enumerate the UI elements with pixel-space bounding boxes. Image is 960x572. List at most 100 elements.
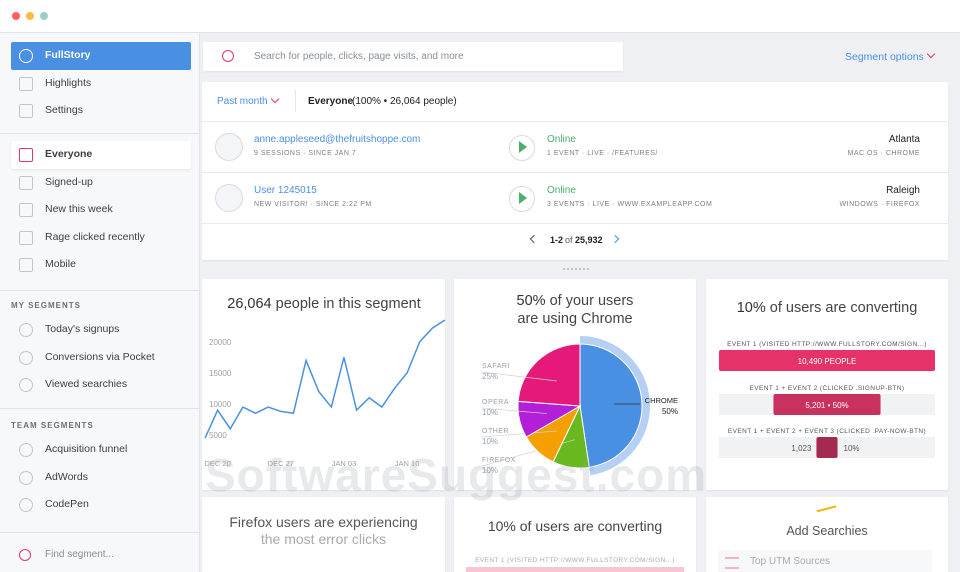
maximize-button[interactable]: [40, 12, 48, 20]
title-text: of users are converting: [519, 518, 663, 534]
nav-label[interactable]: AdWords: [45, 470, 88, 483]
user-name[interactable]: User 1245015: [254, 185, 317, 196]
period-filter[interactable]: Past month: [217, 96, 268, 107]
avatar: [215, 133, 243, 161]
play-button[interactable]: [509, 135, 535, 161]
activity: 1 EVENT · LIVE · /FEATURES/: [547, 150, 658, 157]
nav-icon: [19, 49, 33, 63]
section-title: TEAM SEGMENTS: [11, 421, 94, 430]
title-value: 26,064: [227, 296, 272, 312]
nav-label[interactable]: CodePen: [45, 498, 89, 510]
nav-label[interactable]: New this week: [45, 203, 113, 215]
title-text: people in this segment: [275, 296, 421, 312]
dropdown-caret: [926, 49, 936, 59]
card: [454, 497, 696, 572]
minimize-button[interactable]: [26, 12, 34, 20]
page-total: 25,932: [575, 235, 603, 245]
separator: [0, 532, 199, 533]
title-value: 10%: [487, 518, 516, 534]
nav-icon: [19, 148, 33, 162]
search-placeholder: Search for people, clicks, page visits, …: [254, 51, 464, 62]
platform: MAC OS · CHROME: [847, 150, 920, 157]
nav-icon: [19, 258, 33, 272]
search-icon: [222, 50, 234, 62]
separator: [202, 223, 948, 224]
city: Raleigh: [886, 185, 920, 196]
status: Online: [547, 185, 576, 196]
separator: [0, 133, 199, 134]
nav-label[interactable]: Everyone: [45, 148, 93, 160]
title-text: of your users: [549, 293, 634, 309]
user-name[interactable]: anne.appleseed@thefruitshoppe.com: [254, 134, 421, 145]
nav-item-selected[interactable]: [11, 141, 191, 169]
resize-handle[interactable]: [563, 268, 589, 272]
segment-name: Everyone: [308, 96, 354, 107]
find-segment[interactable]: Find segment...: [45, 549, 114, 560]
search-box[interactable]: [203, 42, 623, 71]
platform: WINDOWS · FIREFOX: [839, 201, 920, 208]
nav-icon: [19, 470, 33, 485]
nav-icon: [19, 104, 33, 118]
page-of: of: [565, 235, 573, 245]
card-title[interactable]: Add Searchies: [786, 524, 868, 538]
nav-label[interactable]: Mobile: [45, 258, 76, 270]
separator: [202, 121, 948, 122]
title-value: 10%: [736, 300, 766, 316]
title-text: of users are converting: [769, 300, 918, 316]
user-meta: NEW VISITOR! · SINCE 2:22 PM: [254, 201, 372, 208]
nav-icon: [19, 350, 33, 365]
separator: [0, 408, 199, 409]
play-button[interactable]: [509, 186, 535, 212]
nav-icon: [19, 323, 33, 337]
step-label: EVENT 1 (VISITED HTTP://WWW.FULLSTORY.CO…: [475, 557, 675, 564]
status: Online: [547, 134, 576, 145]
card-title: Firefox users are experiencing: [229, 514, 418, 530]
list-item: Top UTM Sources: [750, 556, 831, 567]
search-icon: [19, 549, 31, 561]
nav-label[interactable]: Rage clicked recently: [45, 231, 145, 243]
activity: 3 EVENTS · LIVE · WWW.EXAMPLEAPP.COM: [547, 201, 713, 208]
nav-icon: [19, 378, 33, 392]
nav-icon: [19, 203, 33, 217]
nav-icon: [19, 176, 33, 190]
title-bar: [0, 0, 960, 33]
play-icon: [519, 141, 527, 153]
segment-summary: (100% • 26,064 people): [352, 96, 457, 107]
card-title: 10% of users are converting: [707, 300, 947, 316]
list-icon: [725, 557, 739, 569]
nav-icon: [19, 443, 33, 457]
nav-label[interactable]: Settings: [45, 104, 83, 116]
nav-label[interactable]: Today's signups: [45, 323, 120, 335]
avatar: [215, 184, 243, 212]
user-meta: 9 SESSIONS · SINCE JAN 7: [254, 150, 357, 157]
nav-label[interactable]: Acquisition funnel: [45, 443, 128, 455]
play-icon: [519, 192, 527, 204]
nav-icon: [19, 231, 33, 245]
close-button[interactable]: [12, 12, 20, 20]
title-value: 50%: [516, 293, 546, 309]
card-subtitle: are using Chrome: [517, 311, 633, 327]
page-range: 1-2: [550, 235, 564, 245]
nav-label[interactable]: FullStory: [45, 49, 91, 61]
card-subtitle: the most error clicks: [260, 531, 387, 547]
section-title: MY SEGMENTS: [11, 301, 81, 310]
nav-label[interactable]: Signed-up: [45, 176, 93, 188]
nav-label[interactable]: Highlights: [45, 77, 92, 89]
separator: [202, 172, 948, 173]
card-title: 26,064 people in this segment: [204, 296, 444, 312]
card-title: 10% of users are converting: [455, 518, 695, 534]
bar-track: [466, 567, 684, 572]
segment-options[interactable]: Segment options: [845, 51, 924, 63]
nav-icon: [19, 498, 33, 512]
watermark: SoftwareSuggest.com: [205, 449, 708, 501]
separator: [0, 290, 199, 291]
list-item-bg: [718, 550, 932, 572]
nav-item-selected[interactable]: [11, 42, 191, 70]
sidebar: [0, 33, 200, 572]
nav-icon: [19, 77, 33, 91]
nav-label[interactable]: Viewed searchies: [45, 378, 128, 390]
nav-label[interactable]: Conversions via Pocket: [45, 350, 155, 363]
divider: [295, 90, 296, 112]
sessions-panel: [202, 82, 948, 260]
